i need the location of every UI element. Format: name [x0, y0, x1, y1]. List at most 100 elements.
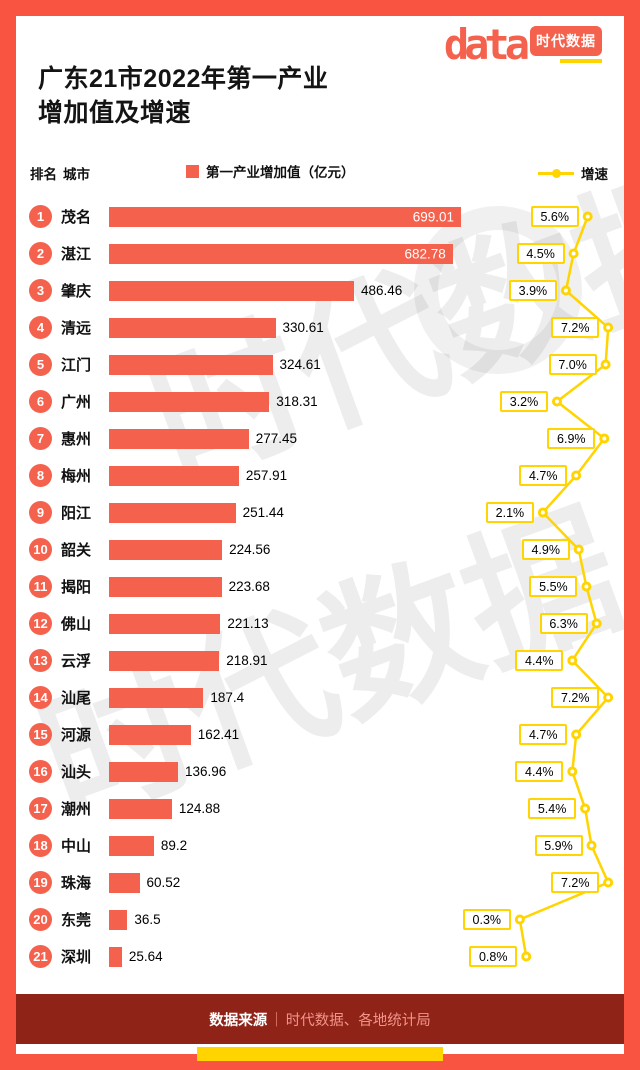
city-label: 肇庆: [61, 283, 92, 300]
chart-row: 21 深圳 25.64 0.8%: [16, 938, 624, 975]
bar-track: 699.01: [109, 206, 461, 227]
value-bar: [109, 798, 172, 819]
rank-badge: 10: [29, 538, 52, 561]
growth-label: 4.5%: [516, 243, 565, 264]
value-label: 257.91: [245, 468, 288, 483]
value-label: 223.68: [228, 579, 270, 594]
value-bar: [109, 354, 273, 375]
value-label: 224.56: [229, 542, 271, 557]
column-header-rank: 排名: [30, 167, 57, 182]
footer-source-text: 时代数据、各地统计局: [285, 1012, 431, 1029]
city-label: 珠海: [61, 875, 92, 892]
value-bar: [109, 946, 122, 967]
column-header-city: 城市: [63, 167, 90, 182]
city-label: 中山: [61, 838, 92, 855]
chart-row: 7 惠州 277.45 6.9%: [16, 420, 624, 457]
page-title: 广东21市2022年第一产业 增加值及增速: [38, 62, 602, 130]
value-label: 277.45: [255, 431, 297, 446]
bar-track: 221.13: [109, 613, 269, 634]
legend-row: 排名 城市 第一产业增加值（亿元） 增速: [16, 160, 624, 184]
city-label: 河源: [61, 727, 92, 744]
bar-track: 257.91: [109, 465, 288, 486]
city-label: 揭阳: [61, 579, 92, 596]
chart-row: 2 湛江 682.78 4.5%: [16, 235, 624, 272]
growth-label: 2.1%: [485, 502, 534, 523]
value-label: 187.4: [210, 690, 245, 705]
footer-bar: 数据来源 ｜ 时代数据、各地统计局: [16, 994, 624, 1044]
bar-track: 324.61: [109, 354, 321, 375]
bar-track: 25.64: [109, 946, 163, 967]
growth-label: 5.4%: [528, 798, 577, 819]
chart-row: 16 汕头 136.96 4.4%: [16, 753, 624, 790]
growth-label: 3.2%: [500, 391, 548, 412]
growth-label: 7.0%: [548, 354, 597, 375]
value-label: 60.52: [146, 875, 181, 890]
value-bar: [109, 465, 239, 486]
brand-logo: data 时代数据: [443, 20, 602, 70]
city-label: 惠州: [61, 431, 92, 448]
legend-bar-label: 第一产业增加值（亿元）: [206, 165, 355, 180]
page-title-line1: 广东21市2022年第一产业: [38, 65, 329, 93]
rank-badge: 2: [29, 242, 52, 265]
chart-row: 8 梅州 257.91 4.7%: [16, 457, 624, 494]
chart-row: 6 广州 318.31 3.2%: [16, 383, 624, 420]
city-label: 江门: [61, 357, 92, 374]
chart-rows: 1 茂名 699.01 5.6% 2 湛江 682.78 4.5% 3 肇庆 486.46 3.9% 4…: [16, 198, 624, 975]
bar-track: 251.44: [109, 502, 284, 523]
rank-badge: 7: [29, 427, 52, 450]
footer-separator: ｜: [269, 1012, 284, 1029]
bar-track: 224.56: [109, 539, 271, 560]
city-label: 深圳: [61, 949, 92, 966]
city-label: 佛山: [61, 616, 92, 633]
value-bar: 699.01: [109, 206, 461, 227]
page-title-line2: 增加值及增速: [38, 99, 192, 127]
growth-label: 5.5%: [529, 576, 578, 597]
city-label: 茂名: [61, 209, 92, 226]
chart-row: 12 佛山 221.13 6.3%: [16, 605, 624, 642]
value-bar: [109, 280, 354, 301]
value-bar: [109, 576, 222, 597]
bar-track: 486.46: [109, 280, 402, 301]
legend-line-label: 增速: [581, 167, 608, 182]
value-label: 124.88: [178, 801, 221, 816]
city-label: 汕尾: [61, 690, 92, 707]
value-label: 251.44: [242, 505, 284, 520]
rank-badge: 12: [29, 612, 52, 635]
bar-track: 330.61: [109, 317, 324, 338]
chart-row: 10 韶关 224.56 4.9%: [16, 531, 624, 568]
city-label: 清远: [61, 320, 92, 337]
chart-row: 11 揭阳 223.68 5.5%: [16, 568, 624, 605]
city-label: 湛江: [61, 246, 92, 263]
city-label: 韶关: [61, 542, 92, 559]
chart-row: 18 中山 89.2 5.9%: [16, 827, 624, 864]
bar-track: 162.41: [109, 724, 239, 745]
value-label: 25.64: [128, 949, 163, 964]
chart-row: 1 茂名 699.01 5.6%: [16, 198, 624, 235]
value-bar: [109, 724, 191, 745]
bar-track: 60.52: [109, 872, 181, 893]
rank-badge: 14: [29, 686, 52, 709]
bar-track: 218.91: [109, 650, 267, 671]
value-bar: [109, 835, 154, 856]
rank-badge: 11: [29, 575, 52, 598]
legend-line-series: 增速: [538, 163, 608, 183]
chart-row: 5 江门 324.61 7.0%: [16, 346, 624, 383]
brand-logo-data-icon: data: [443, 20, 530, 70]
growth-label: 6.9%: [547, 428, 596, 449]
value-bar: [109, 761, 178, 782]
value-label: 36.5: [134, 912, 161, 927]
bar-track: 136.96: [109, 761, 227, 782]
value-label: 136.96: [185, 764, 227, 779]
value-bar: [109, 428, 249, 449]
bar-track: 89.2: [109, 835, 187, 856]
growth-label: 5.6%: [530, 206, 579, 227]
city-label: 云浮: [61, 653, 92, 670]
value-bar: [109, 650, 220, 671]
bar-track: 187.4: [109, 687, 245, 708]
growth-label: 5.9%: [534, 835, 583, 856]
rank-badge: 20: [29, 908, 52, 931]
value-bar: [109, 317, 276, 338]
value-bar: 682.78: [109, 243, 453, 264]
bar-track: 36.5: [109, 909, 161, 930]
